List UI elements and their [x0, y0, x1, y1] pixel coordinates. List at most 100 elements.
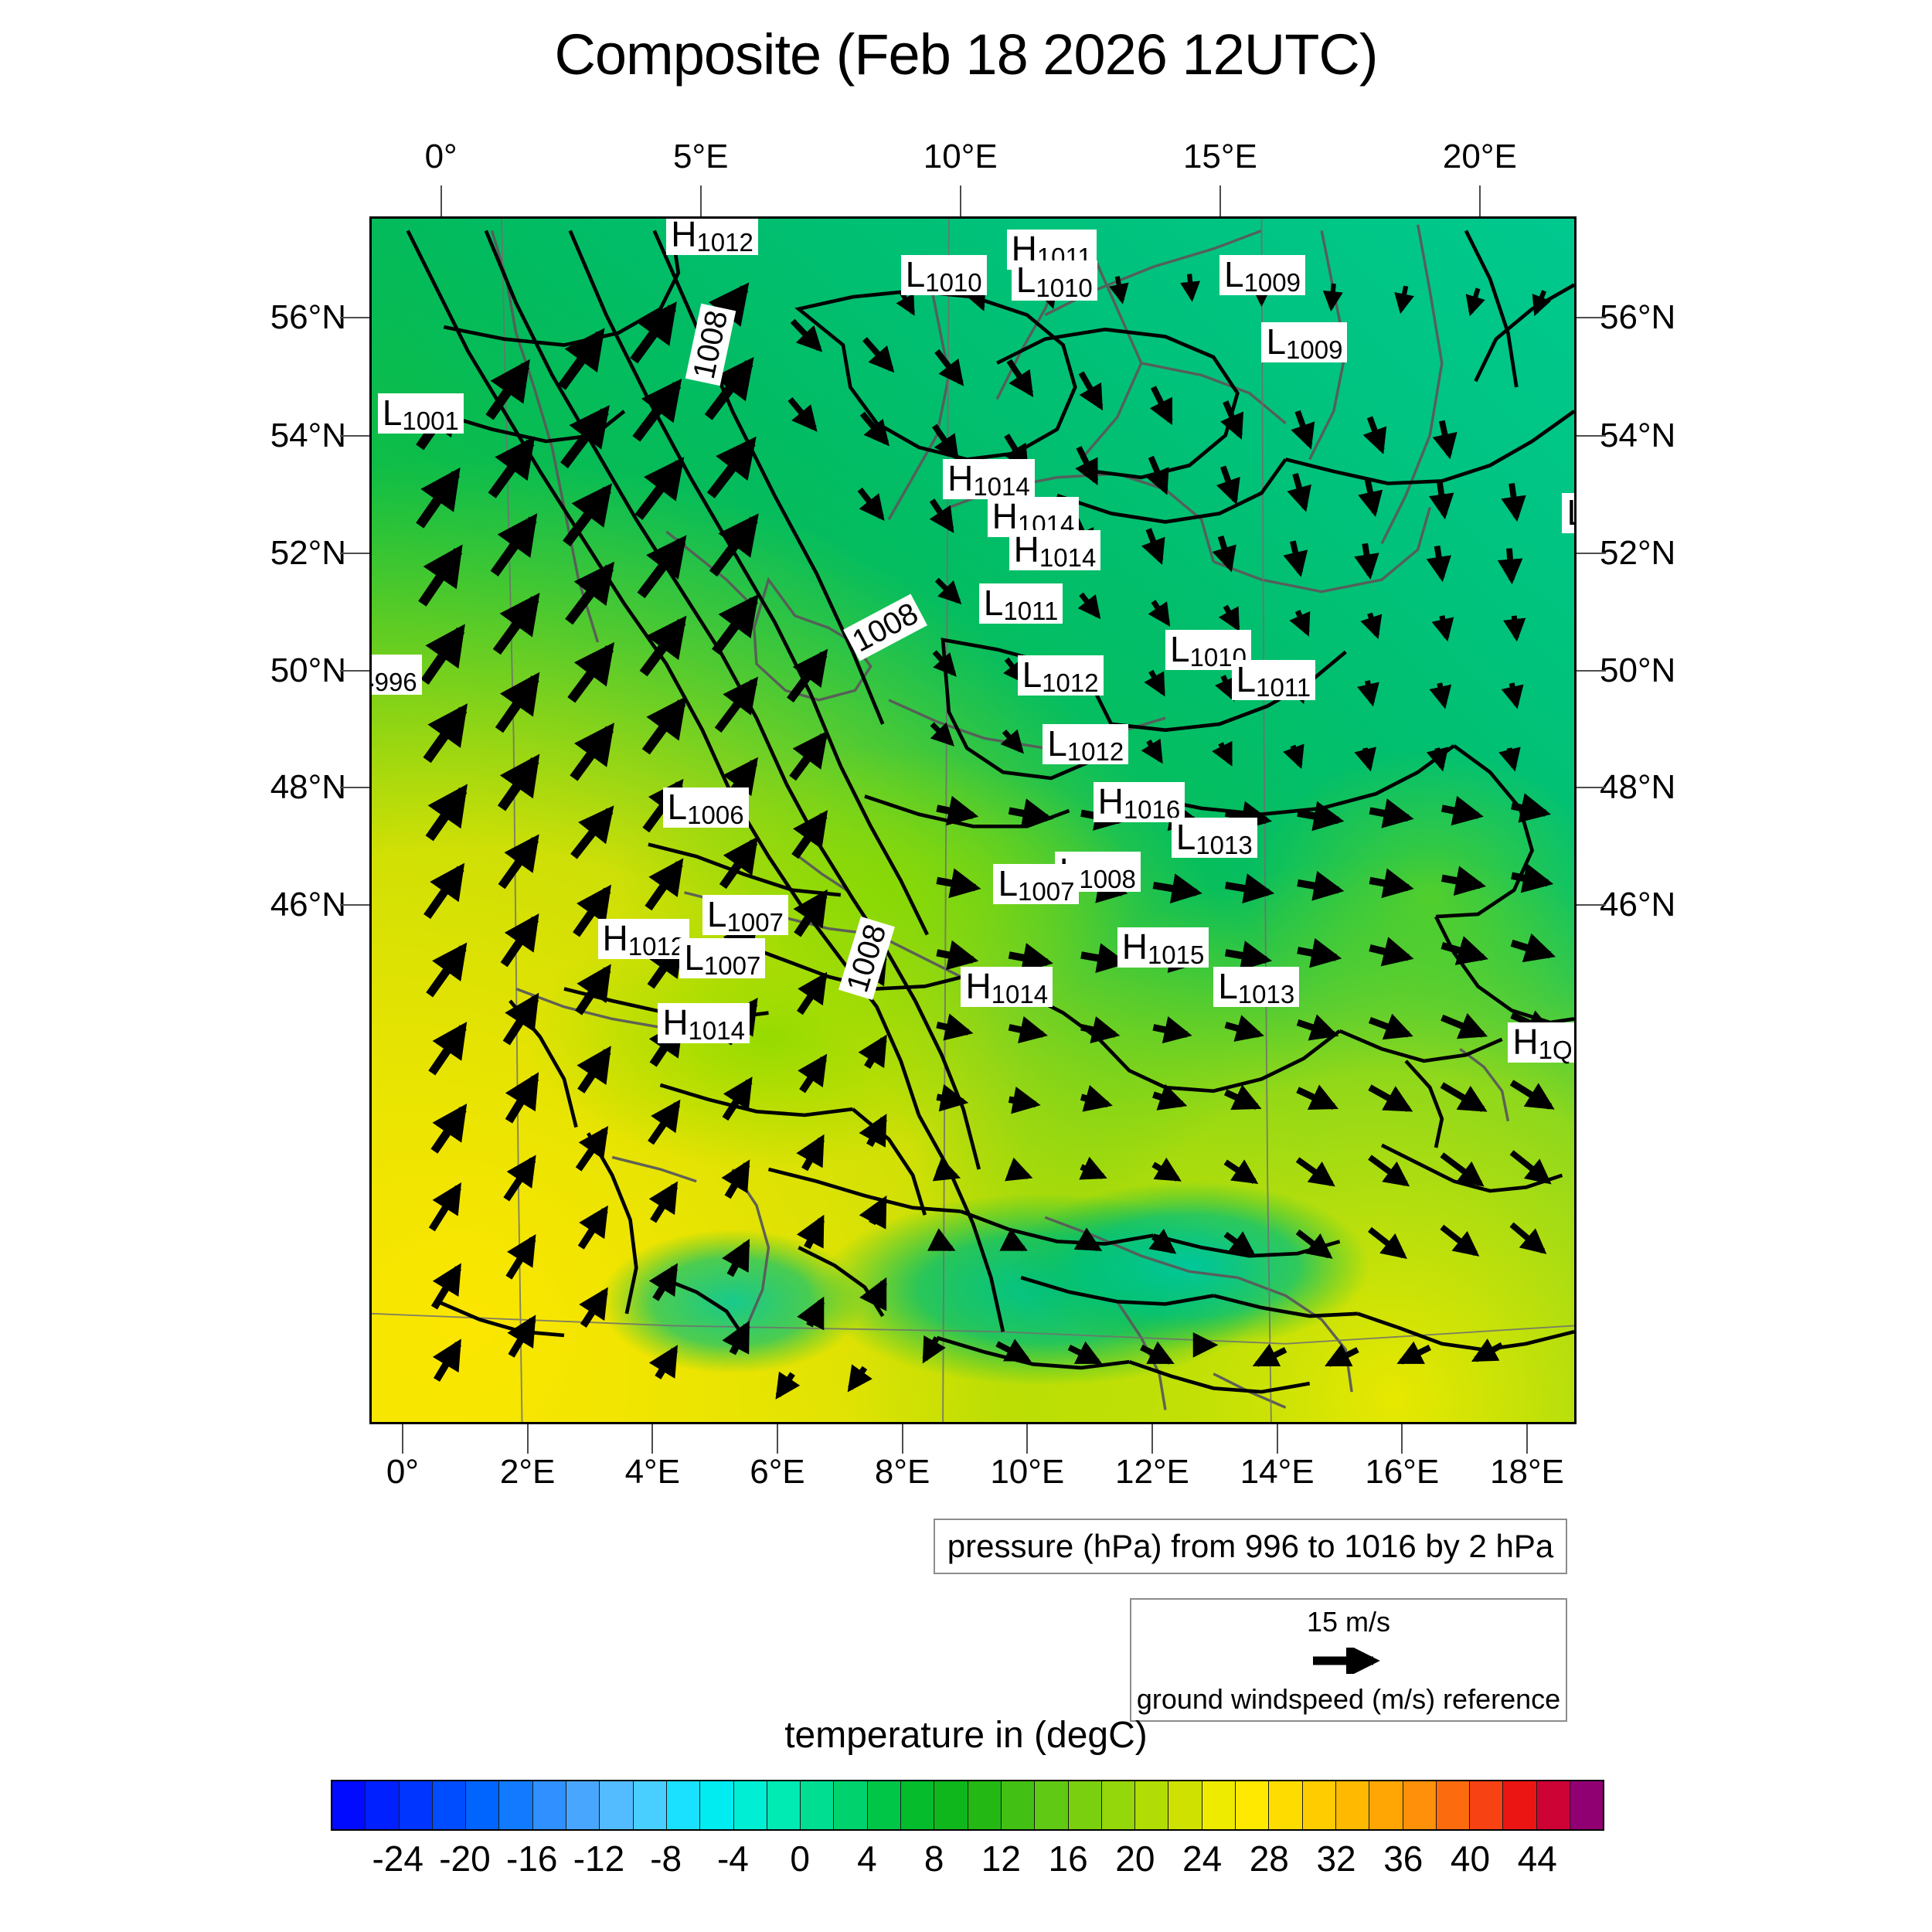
pressure-center-kind: H: [602, 918, 628, 959]
pressure-center-value: 1011: [1003, 596, 1059, 625]
colorbar-swatch[interactable]: [1035, 1781, 1069, 1829]
pressure-center-kind: L: [1223, 253, 1244, 294]
pressure-center-value: 1009: [1286, 335, 1343, 364]
pressure-center-kind: L: [1236, 659, 1257, 700]
top-tick-4: 20°E: [1442, 138, 1517, 175]
top-tick-0: 0°: [424, 138, 457, 175]
pressure-center-kind: L: [1566, 492, 1574, 532]
colorbar-swatch[interactable]: [1335, 1781, 1370, 1829]
pressure-center-kind: L: [1047, 723, 1067, 764]
pressure-center-value: 1013: [1196, 831, 1253, 860]
bottom-tick-7: 14°E: [1240, 1453, 1315, 1491]
temperature-colorbar[interactable]: [331, 1780, 1604, 1831]
colorbar-swatch[interactable]: [801, 1781, 835, 1829]
pressure-center-value: 996: [374, 667, 417, 696]
colorbar-tick-labels: -24 -20 -16 -12 -8 -4 0 4 8 12 16 20 24 28 32 36 40 44: [331, 1838, 1604, 1884]
colorbar-tick-6: 0: [790, 1838, 810, 1879]
colorbar-swatch[interactable]: [666, 1781, 701, 1829]
colorbar-swatch[interactable]: [566, 1781, 600, 1829]
pressure-center-l-11: L: [1562, 492, 1574, 533]
pressure-center-kind: L: [998, 862, 1019, 903]
colorbar-swatch[interactable]: [767, 1781, 801, 1829]
pressure-center-kind: L: [1022, 655, 1043, 696]
colorbar-swatch[interactable]: [1302, 1781, 1336, 1829]
weather-map-plot[interactable]: 1008 1008 1008 H1012 L1010 H1011 L1010 L1009 L1…: [369, 216, 1577, 1424]
pressure-center-value: 1007: [726, 908, 784, 937]
pressure-center-value: 1013: [1237, 980, 1295, 1009]
colorbar-swatch[interactable]: [1068, 1781, 1102, 1829]
bottom-tick-5: 10°E: [990, 1453, 1065, 1491]
bottom-tick-2: 4°E: [624, 1453, 680, 1491]
pressure-center-l-14: L1011: [1231, 659, 1316, 701]
pressure-center-value: 1015: [1147, 940, 1205, 970]
wind-arrow-icon: [1313, 1648, 1380, 1674]
colorbar-swatch[interactable]: [934, 1781, 968, 1829]
colorbar-swatch[interactable]: [1570, 1781, 1604, 1829]
pressure-center-l-5: L1009: [1261, 321, 1348, 364]
right-tickmark-0: [1577, 317, 1606, 319]
colorbar-swatch[interactable]: [600, 1781, 634, 1829]
pressure-center-kind: L: [1266, 321, 1287, 362]
pressure-center-l-16: L1012: [1043, 723, 1129, 764]
colorbar-swatch[interactable]: [1436, 1781, 1471, 1829]
colorbar-swatch[interactable]: [532, 1781, 567, 1829]
wind-reference-legend: 15 m/s ground windspeed (m/s) reference: [1130, 1598, 1567, 1722]
colorbar-swatch[interactable]: [1236, 1781, 1270, 1829]
wind-reference-caption: ground windspeed (m/s) reference: [1136, 1683, 1561, 1715]
pressure-center-kind: H: [1011, 229, 1037, 269]
colorbar-swatch[interactable]: [1269, 1781, 1303, 1829]
pressure-center-kind: L: [372, 654, 375, 694]
colorbar-swatch[interactable]: [332, 1781, 366, 1829]
colorbar-swatch[interactable]: [901, 1781, 935, 1829]
left-tick-2: 52°N: [270, 534, 346, 573]
colorbar-swatch[interactable]: [1101, 1781, 1136, 1829]
pressure-center-kind: H: [947, 458, 974, 499]
colorbar-swatch[interactable]: [1403, 1781, 1437, 1829]
bottom-tickmark-1: [526, 1424, 529, 1454]
pressure-center-value: 1014: [973, 472, 1030, 502]
pressure-center-kind: L: [1218, 966, 1238, 1007]
top-tickmark-2: [959, 185, 961, 216]
colorbar-swatch[interactable]: [733, 1781, 767, 1829]
pressure-center-value: 1014: [1039, 543, 1097, 573]
right-tick-2: 52°N: [1600, 534, 1676, 573]
colorbar-swatch[interactable]: [633, 1781, 667, 1829]
colorbar-swatch[interactable]: [1536, 1781, 1570, 1829]
colorbar-swatch[interactable]: [1369, 1781, 1403, 1829]
bottom-tick-9: 18°E: [1490, 1453, 1564, 1491]
pressure-center-kind: L: [382, 392, 403, 433]
colorbar-swatch[interactable]: [968, 1781, 1002, 1829]
colorbar-swatch[interactable]: [499, 1781, 533, 1829]
colorbar-swatch[interactable]: [1135, 1781, 1169, 1829]
pressure-center-value: 1014: [991, 980, 1049, 1009]
colorbar-swatch[interactable]: [1168, 1781, 1202, 1829]
top-tickmark-3: [1219, 185, 1221, 216]
colorbar-swatch[interactable]: [1503, 1781, 1537, 1829]
pressure-center-value: 1010: [1036, 274, 1093, 303]
pressure-center-l-3: L1010: [1011, 260, 1097, 303]
colorbar-tick-2: -16: [505, 1838, 558, 1879]
top-tickmark-0: [440, 185, 442, 216]
pressure-center-value: 1012: [628, 932, 685, 961]
left-tickmark-0: [340, 317, 369, 319]
pressure-center-kind: H: [1097, 781, 1124, 821]
pressure-center-h-23: H1012: [597, 918, 690, 961]
colorbar-swatch[interactable]: [366, 1781, 400, 1829]
colorbar-swatch[interactable]: [1202, 1781, 1236, 1829]
colorbar-swatch[interactable]: [399, 1781, 433, 1829]
colorbar-swatch[interactable]: [834, 1781, 868, 1829]
colorbar-swatch[interactable]: [432, 1781, 467, 1829]
pressure-center-value: 1Q1: [1538, 1036, 1574, 1065]
bottom-tickmark-7: [1276, 1424, 1278, 1454]
left-tick-0: 56°N: [270, 298, 346, 337]
pressure-center-h-7: H1014: [943, 458, 1035, 502]
colorbar-swatch[interactable]: [1470, 1781, 1504, 1829]
colorbar-swatch[interactable]: [466, 1781, 500, 1829]
colorbar-swatch[interactable]: [1001, 1781, 1036, 1829]
colorbar-swatch[interactable]: [700, 1781, 734, 1829]
left-tickmark-4: [340, 787, 369, 789]
colorbar-swatch[interactable]: [867, 1781, 902, 1829]
right-tick-1: 54°N: [1600, 417, 1676, 455]
pressure-center-value: 1012: [1042, 668, 1099, 698]
pressure-center-kind: L: [1175, 817, 1196, 858]
